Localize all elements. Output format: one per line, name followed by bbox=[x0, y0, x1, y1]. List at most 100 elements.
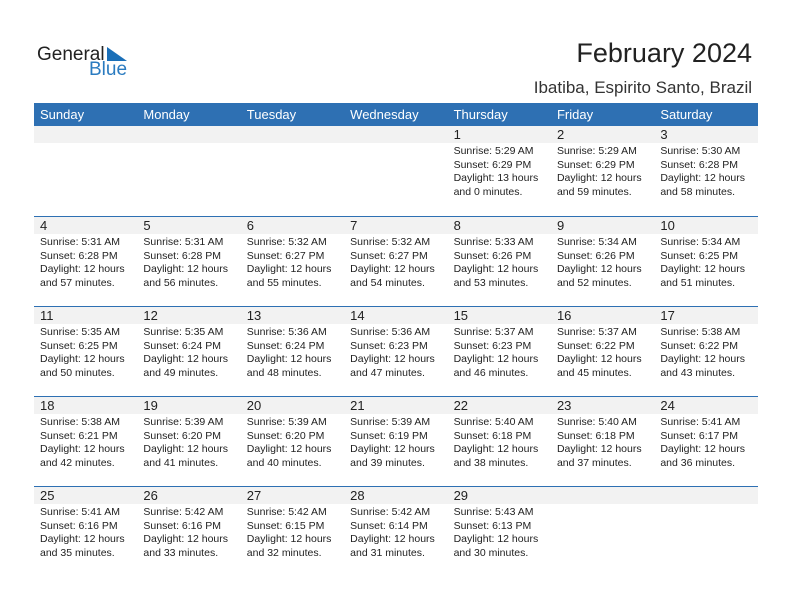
logo: General Blue bbox=[37, 44, 132, 82]
day-info: Sunrise: 5:29 AM Sunset: 6:29 PM Daylight:… bbox=[448, 143, 551, 199]
daylight2-text: and 57 minutes. bbox=[40, 276, 115, 289]
daylight2-text: and 37 minutes. bbox=[556, 456, 632, 469]
sunset-text: Sunset: 6:23 PM bbox=[350, 339, 428, 352]
day-number: 25 bbox=[34, 487, 138, 504]
daylight2-text: and 45 minutes. bbox=[556, 366, 632, 379]
day-number bbox=[654, 487, 758, 504]
day-cell: 5 Sunrise: 5:31 AM Sunset: 6:28 PM Daylight… bbox=[137, 217, 241, 306]
sunset-text: Sunset: 6:21 PM bbox=[40, 429, 118, 442]
sunset-text: Sunset: 6:20 PM bbox=[143, 429, 222, 442]
day-info: Sunrise: 5:41 AM Sunset: 6:16 PM Daylight:… bbox=[34, 504, 137, 560]
sunset-text: Sunset: 6:16 PM bbox=[40, 519, 118, 532]
sunrise-text: Sunrise: 5:29 AM bbox=[453, 145, 534, 157]
sunrise-text: Sunrise: 5:37 AM bbox=[453, 326, 534, 338]
daylight2-text: and 56 minutes. bbox=[143, 276, 219, 289]
week-row: 18 Sunrise: 5:38 AM Sunset: 6:21 PM Dayligh… bbox=[34, 396, 758, 486]
sunset-text: Sunset: 6:18 PM bbox=[556, 429, 635, 442]
daylight1-text: Daylight: 12 hours bbox=[453, 443, 539, 455]
sunset-text: Sunset: 6:26 PM bbox=[556, 249, 635, 262]
daylight2-text: and 59 minutes. bbox=[556, 185, 632, 198]
daylight1-text: Daylight: 12 hours bbox=[40, 443, 125, 455]
day-info: Sunrise: 5:40 AM Sunset: 6:18 PM Daylight:… bbox=[551, 414, 654, 470]
day-cell: 29 Sunrise: 5:43 AM Sunset: 6:13 PM Dayligh… bbox=[447, 487, 551, 576]
day-info: Sunrise: 5:33 AM Sunset: 6:26 PM Daylight:… bbox=[448, 234, 551, 290]
day-cell: 9 Sunrise: 5:34 AM Sunset: 6:26 PM Daylight… bbox=[550, 217, 655, 306]
sunset-text: Sunset: 6:27 PM bbox=[350, 249, 428, 262]
sunrise-text: Sunrise: 5:35 AM bbox=[143, 326, 224, 338]
sunset-text: Sunset: 6:16 PM bbox=[143, 519, 222, 532]
daylight1-text: Daylight: 12 hours bbox=[556, 263, 642, 275]
day-cell: 26 Sunrise: 5:42 AM Sunset: 6:16 PM Dayligh… bbox=[137, 487, 241, 576]
day-number: 12 bbox=[137, 307, 241, 324]
sunset-text: Sunset: 6:19 PM bbox=[350, 429, 428, 442]
daylight2-text: and 35 minutes. bbox=[40, 546, 115, 559]
day-info: Sunrise: 5:39 AM Sunset: 6:19 PM Daylight:… bbox=[344, 414, 447, 470]
weekday-friday: Friday bbox=[556, 107, 594, 122]
day-cell: 19 Sunrise: 5:39 AM Sunset: 6:20 PM Dayligh… bbox=[137, 397, 241, 486]
day-info: Sunrise: 5:32 AM Sunset: 6:27 PM Daylight:… bbox=[344, 234, 447, 290]
sunset-text: Sunset: 6:22 PM bbox=[660, 339, 738, 352]
day-info: Sunrise: 5:31 AM Sunset: 6:28 PM Daylight:… bbox=[34, 234, 137, 290]
daylight2-text: and 55 minutes. bbox=[246, 276, 322, 289]
day-number: 16 bbox=[550, 307, 655, 324]
week-row: 25 Sunrise: 5:41 AM Sunset: 6:16 PM Dayligh… bbox=[34, 486, 758, 576]
day-number: 17 bbox=[654, 307, 758, 324]
daylight2-text: and 53 minutes. bbox=[453, 276, 529, 289]
day-number: 15 bbox=[447, 307, 551, 324]
day-number: 27 bbox=[240, 487, 345, 504]
day-info: Sunrise: 5:31 AM Sunset: 6:28 PM Daylight:… bbox=[137, 234, 240, 290]
day-cell: 10 Sunrise: 5:34 AM Sunset: 6:25 PM Dayligh… bbox=[654, 217, 758, 306]
day-number bbox=[550, 487, 655, 504]
sunset-text: Sunset: 6:20 PM bbox=[246, 429, 325, 442]
day-number: 10 bbox=[654, 217, 758, 234]
day-number: 22 bbox=[447, 397, 551, 414]
day-number: 23 bbox=[550, 397, 655, 414]
day-info: Sunrise: 5:34 AM Sunset: 6:25 PM Daylight:… bbox=[654, 234, 757, 290]
sunrise-text: Sunrise: 5:33 AM bbox=[453, 236, 534, 248]
day-cell: 25 Sunrise: 5:41 AM Sunset: 6:16 PM Dayligh… bbox=[34, 487, 138, 576]
sunset-text: Sunset: 6:15 PM bbox=[246, 519, 325, 532]
day-number bbox=[344, 126, 448, 143]
day-number bbox=[137, 126, 241, 143]
day-cell bbox=[550, 487, 655, 576]
daylight1-text: Daylight: 13 hours bbox=[453, 172, 539, 184]
day-cell: 28 Sunrise: 5:42 AM Sunset: 6:14 PM Dayligh… bbox=[344, 487, 448, 576]
page-title: February 2024 bbox=[576, 38, 752, 68]
sunrise-text: Sunrise: 5:37 AM bbox=[556, 326, 637, 338]
sunrise-text: Sunrise: 5:43 AM bbox=[453, 506, 534, 518]
daylight2-text: and 51 minutes. bbox=[660, 276, 736, 289]
day-number: 26 bbox=[137, 487, 241, 504]
daylight2-text: and 36 minutes. bbox=[660, 456, 736, 469]
sunset-text: Sunset: 6:18 PM bbox=[453, 429, 532, 442]
day-info: Sunrise: 5:40 AM Sunset: 6:18 PM Daylight:… bbox=[448, 414, 551, 470]
logo-text-general: General bbox=[37, 44, 105, 65]
sunrise-text: Sunrise: 5:32 AM bbox=[350, 236, 431, 248]
daylight1-text: Daylight: 12 hours bbox=[556, 443, 642, 455]
weekday-monday: Monday bbox=[143, 107, 190, 122]
daylight1-text: Daylight: 12 hours bbox=[453, 263, 539, 275]
sunset-text: Sunset: 6:26 PM bbox=[453, 249, 532, 262]
sunrise-text: Sunrise: 5:31 AM bbox=[143, 236, 224, 248]
sunrise-text: Sunrise: 5:31 AM bbox=[40, 236, 120, 248]
daylight1-text: Daylight: 12 hours bbox=[246, 443, 332, 455]
day-number: 13 bbox=[240, 307, 345, 324]
sunrise-text: Sunrise: 5:39 AM bbox=[143, 416, 224, 428]
day-number: 8 bbox=[447, 217, 551, 234]
sunrise-text: Sunrise: 5:36 AM bbox=[246, 326, 327, 338]
day-number: 18 bbox=[34, 397, 138, 414]
sunrise-text: Sunrise: 5:35 AM bbox=[40, 326, 120, 338]
daylight1-text: Daylight: 12 hours bbox=[350, 443, 435, 455]
day-cell bbox=[344, 126, 448, 216]
day-info: Sunrise: 5:30 AM Sunset: 6:28 PM Daylight:… bbox=[654, 143, 757, 199]
daylight1-text: Daylight: 12 hours bbox=[453, 353, 539, 365]
week-row: 11 Sunrise: 5:35 AM Sunset: 6:25 PM Dayligh… bbox=[34, 306, 758, 396]
day-cell: 7 Sunrise: 5:32 AM Sunset: 6:27 PM Daylight… bbox=[344, 217, 448, 306]
day-cell: 21 Sunrise: 5:39 AM Sunset: 6:19 PM Dayligh… bbox=[344, 397, 448, 486]
sunset-text: Sunset: 6:13 PM bbox=[453, 519, 532, 532]
daylight1-text: Daylight: 12 hours bbox=[350, 263, 435, 275]
sunset-text: Sunset: 6:27 PM bbox=[246, 249, 325, 262]
daylight2-text: and 30 minutes. bbox=[453, 546, 529, 559]
day-info: Sunrise: 5:39 AM Sunset: 6:20 PM Daylight:… bbox=[137, 414, 240, 470]
daylight1-text: Daylight: 12 hours bbox=[40, 353, 125, 365]
day-info: Sunrise: 5:42 AM Sunset: 6:15 PM Daylight:… bbox=[241, 504, 344, 560]
